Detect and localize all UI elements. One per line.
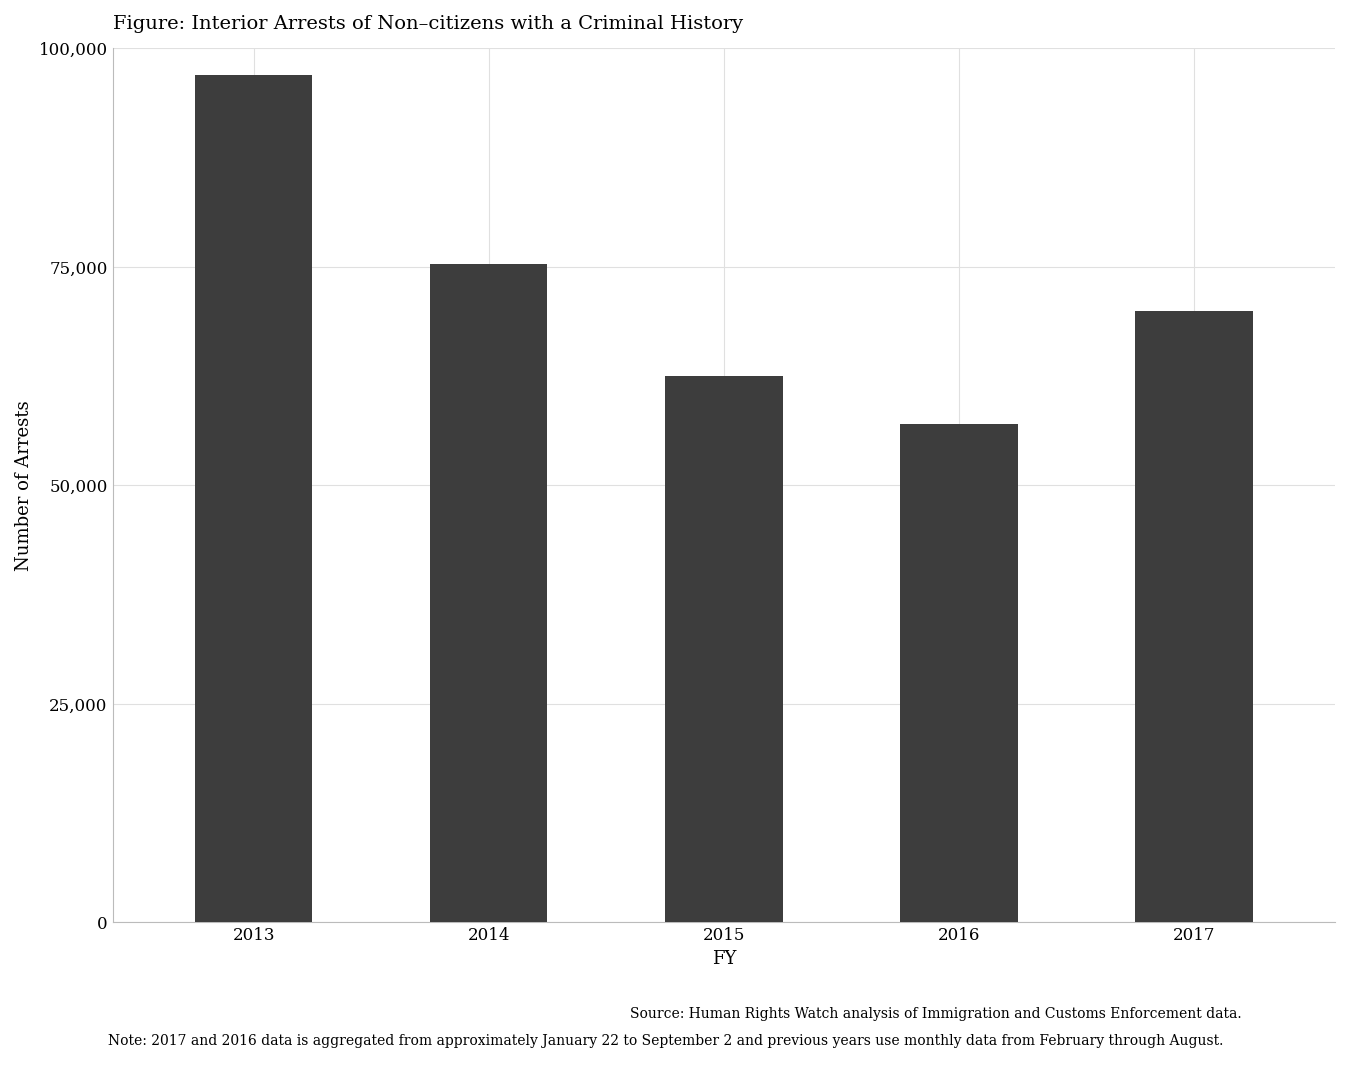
X-axis label: FY: FY	[711, 949, 736, 968]
Bar	[666, 376, 783, 922]
Bar	[1135, 311, 1253, 922]
Bar	[194, 75, 312, 922]
Text: Figure: Interior Arrests of Non–citizens with a Criminal History: Figure: Interior Arrests of Non–citizens…	[112, 15, 742, 33]
Text: Note: 2017 and 2016 data is aggregated from approximately January 22 to Septembe: Note: 2017 and 2016 data is aggregated f…	[108, 1034, 1223, 1048]
Text: Source: Human Rights Watch analysis of Immigration and Customs Enforcement data.: Source: Human Rights Watch analysis of I…	[630, 1007, 1242, 1021]
Bar	[429, 265, 548, 922]
Y-axis label: Number of Arrests: Number of Arrests	[15, 400, 32, 570]
Bar	[900, 424, 1018, 922]
